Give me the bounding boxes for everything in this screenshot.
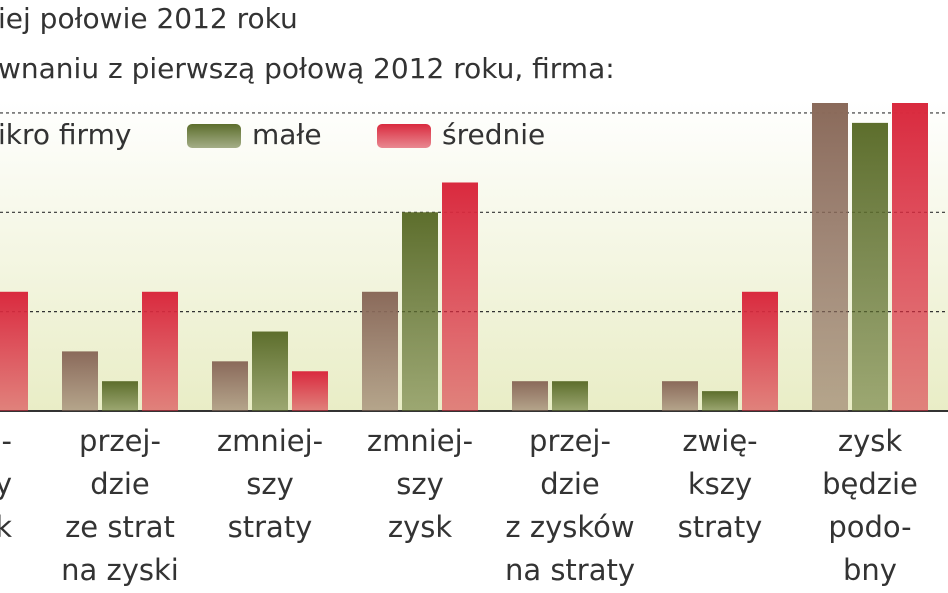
bar [142, 291, 178, 411]
bar [0, 291, 28, 411]
bar [812, 103, 848, 411]
bar [742, 291, 778, 411]
legend-label: średnie [442, 118, 545, 151]
bar [212, 361, 248, 411]
bar [852, 122, 888, 411]
legend-label: małe [252, 118, 322, 151]
x-tick-label: zysk będzie podo-bny [822, 424, 918, 587]
x-tick-label: zmniej-szy zysk [367, 424, 473, 544]
bar [442, 182, 478, 411]
bar [662, 381, 698, 411]
bar [292, 371, 328, 411]
bar [252, 331, 288, 411]
bar [402, 212, 438, 411]
legend-swatch [377, 124, 431, 148]
legend-swatch [187, 124, 241, 148]
bar [102, 381, 138, 411]
x-tick-label: przej-dzie ze strat na zyski [61, 424, 179, 587]
chart-title: iej połowie 2012 roku [0, 2, 298, 35]
bar [362, 291, 398, 411]
bar [512, 381, 548, 411]
bar [702, 391, 738, 411]
bar [552, 381, 588, 411]
x-tick-label: -y k [0, 424, 12, 544]
chart-subtitle: wnaniu z pierwszą połową 2012 roku, firm… [0, 52, 615, 85]
bar [62, 351, 98, 411]
x-tick-label: przej-dzie z zysków na straty [505, 424, 635, 587]
x-tick-label: zmniej-szy straty [217, 424, 323, 544]
legend-label: ikro firmy [0, 118, 131, 151]
x-tick-label: zwię-kszy straty [678, 424, 763, 544]
bar [892, 103, 928, 411]
